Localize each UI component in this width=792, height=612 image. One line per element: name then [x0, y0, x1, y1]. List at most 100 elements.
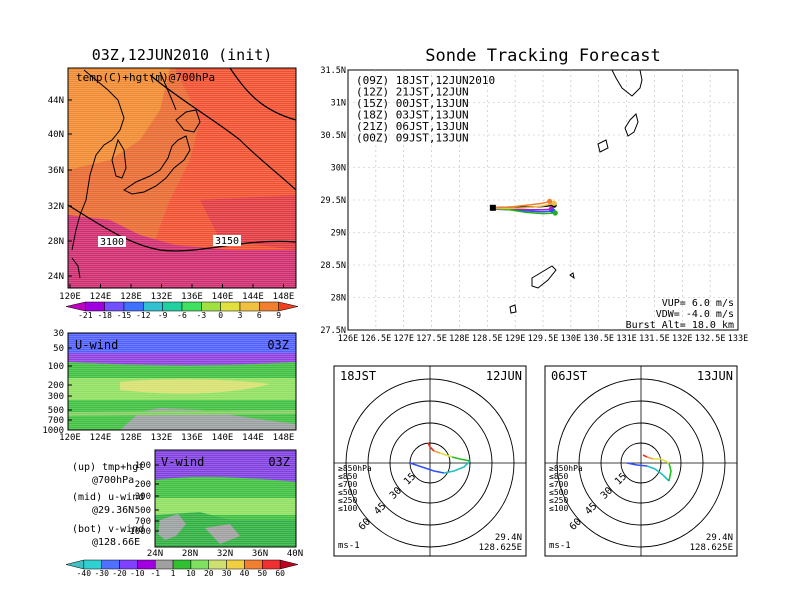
v-y-tick-label: 200: [135, 480, 151, 490]
track-legend: (09Z) 18JST,12JUN2010(12Z) 21JST,12JUN(1…: [356, 74, 495, 145]
colorbar-label: -18: [97, 311, 112, 320]
colorbar-swatch: [172, 559, 192, 570]
hodograph-trace: [626, 462, 648, 467]
u-y-tick-label: 700: [48, 416, 64, 426]
wind-colorbar: -40 -30 -20 -10 -1 1 10 20 30 40 50 60: [65, 559, 299, 578]
lon-tick-label: 129E: [505, 334, 525, 344]
v-stripe-overlay: [155, 450, 296, 547]
lat-tick-label: 30N: [331, 164, 346, 174]
sonde-track-panel: Sonde Tracking Forecast (09Z) 18JST,12JU…: [320, 46, 748, 344]
lat-tick-label: 40N: [48, 130, 64, 140]
v-panel-label: V-wind: [161, 455, 204, 469]
pressure-level: ≤500: [549, 488, 568, 497]
colorbar-label: -1: [150, 569, 160, 578]
lon-tick-label: 128E: [120, 292, 142, 302]
lon-tick-label: 126.5E: [360, 334, 391, 344]
hodograph-time: 18JST: [340, 369, 376, 383]
u-stripe-overlay: [68, 333, 296, 430]
colorbar-swatch: [259, 301, 279, 312]
v-x-tick-label: 40N: [287, 549, 303, 559]
map-title: 03Z,12JUN2010 (init): [92, 46, 273, 64]
launch-marker: [489, 204, 496, 211]
colorbar-label: -30: [94, 569, 109, 578]
colorbar-swatch: [220, 301, 241, 312]
lat-tick-label: 30.5N: [320, 131, 346, 141]
lon-tick-label: 132E: [672, 334, 692, 344]
coastline-taiwan: [71, 257, 81, 279]
hodograph-date: 12JUN: [486, 369, 522, 383]
colorbar-swatch: [278, 301, 299, 312]
colorbar-label: 3: [238, 311, 243, 320]
track-line: [492, 202, 555, 210]
colorbar-swatch: [154, 559, 174, 570]
lat-tick-label: 29N: [331, 229, 346, 239]
hodograph-trace: [653, 458, 670, 464]
temp-height-map: 03Z,12JUN2010 (init) 3100 3150 temp(C)+h…: [48, 46, 299, 320]
contour-label-bg: [98, 236, 126, 247]
contour-label: 3100: [100, 237, 124, 248]
hodograph-trace: [646, 456, 654, 460]
legend-entry: (21Z) 06JST,13JUN: [356, 120, 469, 133]
contour-line: [67, 204, 297, 252]
u-y-tick-label: 500: [48, 406, 64, 416]
v-y-tick-label: 700: [135, 517, 151, 527]
u-y-tick-label: 30: [53, 329, 64, 339]
pressure-level: ≤500: [338, 488, 357, 497]
description-line: @29.36N: [92, 505, 134, 516]
v-y-tick-label: 300: [135, 492, 151, 502]
colorbar-swatch: [101, 559, 120, 570]
map-axis-ticks: 44N 40N 36N 32N 28N 24N 120E 124E 128E 132E 136E 14…: [48, 96, 295, 302]
lon-tick-label: 131E: [616, 334, 636, 344]
u-panel-time: 03Z: [267, 338, 289, 352]
colorbar-swatch: [65, 301, 86, 312]
contour-line: [229, 67, 297, 121]
colorbar-swatch: [279, 559, 299, 570]
legend-entry: (12Z) 21JST,12JUN: [356, 86, 469, 99]
track-grid: [348, 70, 738, 330]
legend-entry: (18Z) 03JST,13JUN: [356, 109, 469, 122]
contour-label: 3150: [215, 236, 239, 247]
pressure-level: ≥850hPa: [338, 464, 372, 473]
colorbar-label: -10: [130, 569, 145, 578]
track-line: [492, 207, 556, 215]
colorbar-swatch: [104, 301, 125, 312]
hodograph-left: 18JST 12JUN15304560≥850hPa≤850≤700≤500≤25…: [333, 365, 527, 557]
lon-tick-label: 127.5E: [416, 334, 447, 344]
colorbar-swatch: [83, 559, 102, 570]
pressure-level: ≥850hPa: [549, 464, 583, 473]
lon-tick-label: 144E: [242, 292, 264, 302]
colorbar-label: 50: [257, 569, 267, 578]
colorbar-label: -9: [158, 311, 168, 320]
lon-tick-label: 126E: [338, 334, 358, 344]
u-y-tick-label: 100: [48, 362, 64, 372]
island-coastline: [509, 304, 517, 314]
hodograph-trace: [668, 462, 672, 482]
description-line: (mid) u-wind: [72, 492, 144, 503]
panel-description: (up) tmp+hgt @700hPa (mid) u-wind @29.36N (b…: [72, 462, 144, 548]
v-y-tick-label: 1000: [129, 527, 151, 537]
colorbar-swatch: [137, 559, 156, 570]
coastline-japan: [123, 135, 191, 195]
map-subtitle: temp(C)+hgt(m)@700hPa: [76, 71, 215, 84]
colorbar-label: 40: [240, 569, 250, 578]
track-endpoint: [551, 200, 557, 206]
lon-tick-label: 140E: [212, 292, 234, 302]
colorbar-swatch: [208, 559, 227, 570]
u-x-tick-label: 144E: [242, 433, 264, 443]
contour-label-bg: [213, 235, 241, 246]
contour-line: [149, 74, 297, 191]
island-coastline: [569, 272, 575, 280]
hodograph-time: 06JST: [551, 369, 587, 383]
colorbar-label: 10: [186, 569, 196, 578]
lon-tick-label: 124E: [90, 292, 112, 302]
u-x-tick-label: 120E: [59, 433, 81, 443]
lon-tick-label: 133E: [728, 334, 748, 344]
colorbar-label: -3: [197, 311, 207, 320]
colorbar-swatch: [190, 559, 210, 570]
track-line: [492, 200, 550, 209]
colorbar-swatch: [244, 559, 263, 570]
temperature-colorbar: -21 -18 -15 -12 -9 -6 -3 0 3 6 9: [65, 301, 299, 320]
lat-tick-label: 44N: [48, 96, 64, 106]
